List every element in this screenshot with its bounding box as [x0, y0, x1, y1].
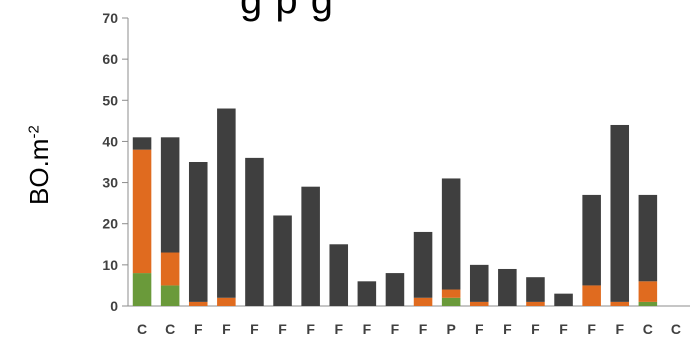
x-category-label: F [194, 321, 203, 337]
bar-segment [273, 215, 292, 306]
y-tick-label: 0 [110, 298, 118, 314]
bar-segment [498, 268, 517, 306]
bar-segment [217, 108, 236, 298]
bar-segment [245, 157, 264, 306]
bar-segment [160, 285, 180, 306]
bar-segment [441, 297, 461, 306]
x-category-label: F [475, 321, 484, 337]
x-category-label: C [165, 321, 175, 337]
bar-segment [217, 297, 236, 306]
bar-segment [132, 149, 152, 274]
bar-segment [132, 273, 152, 306]
x-category-label: F [531, 321, 540, 337]
y-tick-label: 30 [102, 175, 118, 191]
bar-segment [610, 124, 630, 302]
x-category-label: F [503, 321, 512, 337]
x-category-label: F [419, 321, 428, 337]
bar-segment [582, 194, 601, 286]
bar-segment [413, 231, 433, 298]
bar-segment [638, 281, 658, 302]
x-category-label: F [278, 321, 287, 337]
y-tick-label: 40 [102, 133, 118, 149]
y-tick-label: 70 [102, 10, 118, 26]
bar-segment [329, 244, 349, 306]
bar-segment [301, 186, 320, 306]
bar-segment [441, 178, 461, 290]
x-category-label: F [363, 321, 372, 337]
x-category-label: F [391, 321, 400, 337]
bar-segment [526, 301, 545, 306]
bar-segment [526, 277, 545, 302]
bar-segment [441, 289, 461, 298]
bar-segment [638, 194, 658, 282]
bar-segment [132, 137, 152, 150]
y-tick-label: 60 [102, 51, 118, 67]
x-category-label: F [334, 321, 343, 337]
bar-segment [160, 137, 180, 253]
bar-segment [357, 281, 377, 306]
bar-segment [582, 285, 601, 306]
x-category-label: F [615, 321, 624, 337]
bar-segment [469, 264, 489, 302]
bar-segment [160, 252, 180, 286]
y-tick-label: 20 [102, 216, 118, 232]
bar-segment [188, 162, 208, 302]
x-category-label: C [643, 321, 653, 337]
x-category-label: F [250, 321, 259, 337]
bar-segment [610, 301, 630, 306]
x-category-label: F [306, 321, 315, 337]
x-category-label: C [671, 321, 681, 337]
bar-segment [385, 273, 405, 306]
bar-segment [554, 293, 573, 306]
bar-segment [413, 297, 433, 306]
chart-title-fragment: g p g [240, 0, 334, 22]
x-category-label: F [559, 321, 568, 337]
x-category-label: F [587, 321, 596, 337]
bar-segment [638, 301, 658, 306]
x-category-label: P [446, 321, 455, 337]
y-tick-label: 10 [102, 257, 118, 273]
bar-segment [469, 301, 489, 306]
x-category-label: F [222, 321, 231, 337]
x-category-label: C [137, 321, 147, 337]
bar-segment [188, 301, 208, 306]
y-tick-label: 50 [102, 92, 118, 108]
